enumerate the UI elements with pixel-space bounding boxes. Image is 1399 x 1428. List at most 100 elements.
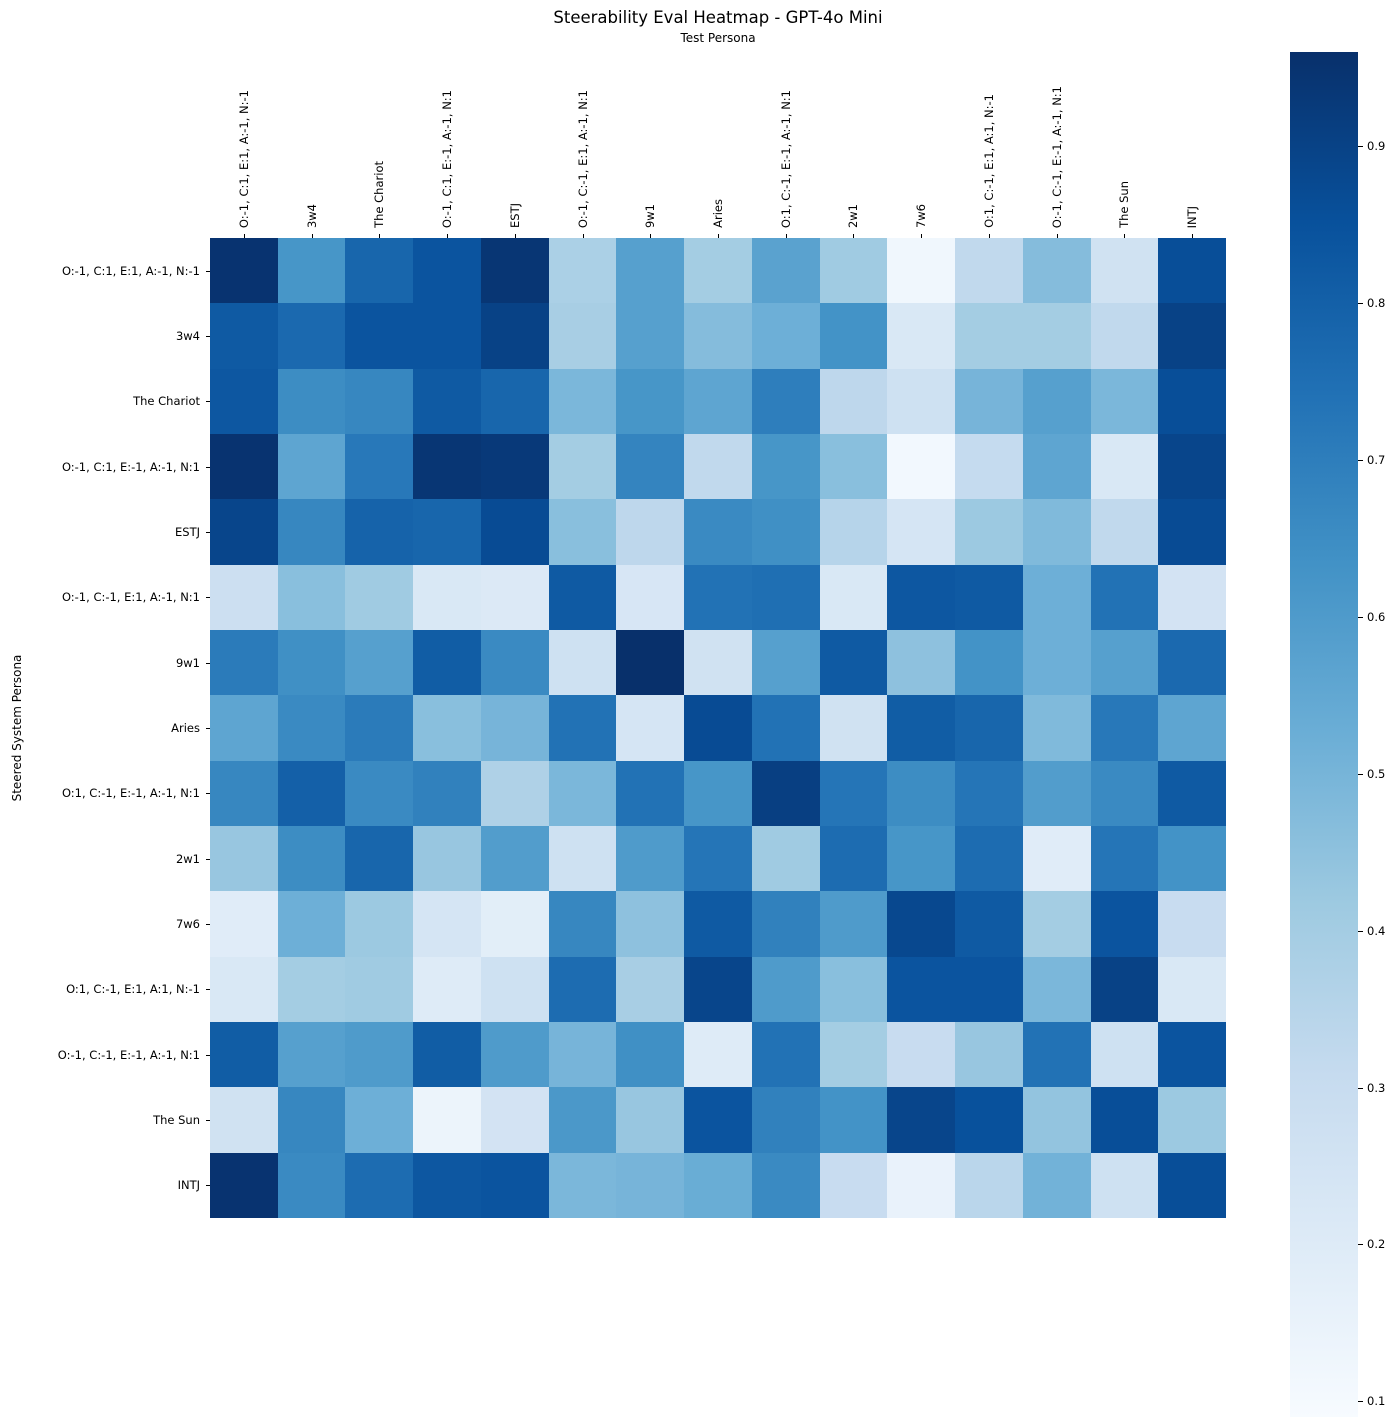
x-tick-label: O:-1, C:-1, E:-1, A:-1, N:1 (1049, 85, 1064, 228)
heatmap-cell (548, 238, 617, 304)
heatmap-cell (277, 303, 346, 369)
heatmap-cell (751, 1022, 820, 1088)
heatmap-cell (1022, 1152, 1091, 1218)
heatmap-cell (210, 891, 278, 957)
heatmap-cell (210, 303, 278, 369)
x-tick-mark (853, 233, 855, 238)
heatmap-cell (345, 1152, 414, 1218)
heatmap-cell (480, 891, 549, 957)
heatmap-cell (819, 564, 888, 630)
heatmap-cell (413, 1022, 481, 1088)
colorbar-tick-mark (1358, 773, 1363, 775)
heatmap-cell (684, 499, 752, 565)
heatmap-cell (751, 368, 820, 434)
heatmap-cell (819, 434, 888, 500)
heatmap-cell (955, 434, 1023, 500)
heatmap-cell (345, 368, 414, 434)
heatmap-cell (1022, 238, 1091, 304)
heatmap-cell (887, 1087, 956, 1153)
heatmap-cell (1158, 891, 1226, 957)
x-tick-mark (1192, 233, 1194, 238)
heatmap-cell (1022, 826, 1091, 892)
heatmap-cell (480, 956, 549, 1022)
heatmap-cell (1090, 434, 1159, 500)
y-tick-mark (205, 989, 210, 991)
colorbar-tick-label: 0.5 (1367, 766, 1386, 781)
heatmap-cell (413, 1152, 481, 1218)
heatmap-cell (616, 891, 685, 957)
heatmap-cell (887, 956, 956, 1022)
heatmap-cell (887, 564, 956, 630)
heatmap-cell (1090, 1087, 1159, 1153)
heatmap-cell (751, 434, 820, 500)
heatmap-cell (751, 695, 820, 761)
colorbar-tick-mark (1358, 1401, 1363, 1403)
heatmap-cell (751, 1152, 820, 1218)
heatmap-cell (210, 499, 278, 565)
y-tick-label: O:-1, C:1, E:1, A:-1, N:-1 (61, 263, 200, 278)
heatmap-cell (413, 368, 481, 434)
heatmap-cell (819, 499, 888, 565)
heatmap-cell (616, 238, 685, 304)
x-tick-mark (785, 233, 787, 238)
heatmap-cell (210, 1022, 278, 1088)
heatmap-cell (751, 630, 820, 696)
heatmap-cell (277, 1152, 346, 1218)
heatmap-cell (1158, 1022, 1226, 1088)
heatmap-cell (480, 1152, 549, 1218)
x-tick-mark (379, 233, 381, 238)
heatmap-cell (751, 1087, 820, 1153)
heatmap-cell (210, 630, 278, 696)
heatmap-cell (413, 564, 481, 630)
colorbar-tick-mark (1358, 930, 1363, 932)
heatmap-cell (210, 368, 278, 434)
x-tick-label: O:-1, C:1, E:1, A:-1, N:-1 (236, 89, 251, 228)
heatmap-cell (1158, 238, 1226, 304)
heatmap-cell (480, 564, 549, 630)
heatmap-cell (751, 760, 820, 826)
heatmap-cell (1158, 630, 1226, 696)
heatmap-cell (1158, 956, 1226, 1022)
heatmap-cell (345, 303, 414, 369)
heatmap-cell (548, 1087, 617, 1153)
heatmap-cell (480, 368, 549, 434)
y-tick-mark (205, 1120, 210, 1121)
heatmap-cell (616, 1087, 685, 1153)
y-tick-label: The Sun (153, 1113, 200, 1127)
y-tick-label: O:-1, C:-1, E:1, A:-1, N:1 (61, 590, 200, 605)
x-tick-label: O:-1, C:-1, E:1, A:-1, N:1 (575, 89, 590, 228)
heatmap-cell (210, 1152, 278, 1218)
heatmap-cell (1022, 564, 1091, 630)
heatmap-cell (413, 1087, 481, 1153)
heatmap-cell (548, 499, 617, 565)
heatmap-cell (1022, 434, 1091, 500)
y-tick-label: 3w4 (175, 329, 200, 343)
heatmap-cell (955, 695, 1023, 761)
heatmap-cell (1022, 303, 1091, 369)
heatmap-cell (413, 956, 481, 1022)
heatmap-cell (887, 434, 956, 500)
heatmap-cell (277, 238, 346, 304)
heatmap-cell (480, 499, 549, 565)
colorbar-tick-label: 0.3 (1367, 1080, 1386, 1095)
heatmap-cell (1158, 826, 1226, 892)
y-axis-tick-labels: O:-1, C:1, E:1, A:-1, N:-1 3w4 The Chariot… (0, 238, 210, 1218)
heatmap-cell (210, 1087, 278, 1153)
x-tick-mark (311, 233, 313, 238)
heatmap-cell (1022, 695, 1091, 761)
heatmap-cell (955, 891, 1023, 957)
heatmap-cell (277, 434, 346, 500)
heatmap-cell (413, 760, 481, 826)
heatmap-cell (955, 1087, 1023, 1153)
heatmap-cell (955, 760, 1023, 826)
heatmap-cell (548, 695, 617, 761)
x-tick-mark (447, 233, 449, 238)
heatmap-cell (1158, 303, 1226, 369)
heatmap-cell (1090, 499, 1159, 565)
heatmap-cell (887, 368, 956, 434)
heatmap-cell (210, 564, 278, 630)
heatmap-cell (887, 238, 956, 304)
heatmap-cell (1022, 630, 1091, 696)
heatmap-cell (955, 1152, 1023, 1218)
heatmap-cell (413, 434, 481, 500)
